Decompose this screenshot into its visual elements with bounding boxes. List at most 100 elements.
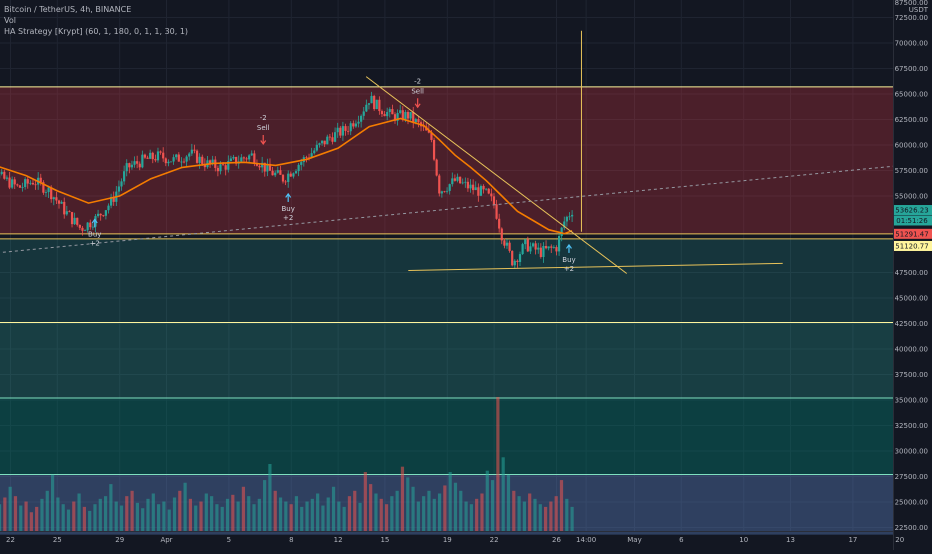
volume-bar [295, 496, 298, 531]
candle-body [456, 177, 458, 181]
candle-body [475, 187, 477, 190]
volume-bar [237, 502, 240, 531]
candle-body [118, 186, 120, 191]
y-tick-label: 42500.00 [895, 320, 928, 328]
volume-bar [173, 498, 176, 532]
candle-body [373, 96, 375, 109]
volume-bar [51, 475, 54, 531]
candle-body [178, 155, 180, 162]
candle-body [370, 96, 372, 103]
y-tick-label: 57500.00 [895, 167, 928, 175]
legend-volume[interactable]: Vol [4, 15, 188, 26]
volume-bar [427, 491, 430, 531]
candle-body [32, 183, 34, 184]
candle-body [407, 112, 409, 119]
candle-body [352, 123, 354, 126]
volume-bar [226, 499, 229, 531]
candle-body [350, 123, 352, 131]
candle-body [485, 189, 487, 190]
candle-body [248, 155, 250, 159]
x-tick-label: 29 [115, 536, 124, 544]
candle-body [511, 251, 513, 265]
price-badge-label: 51291.47 [895, 230, 928, 238]
volume-bar [263, 480, 266, 531]
candle-body [295, 171, 297, 173]
candle-body [391, 109, 393, 114]
volume-bar [417, 502, 420, 531]
volume-bar [268, 464, 271, 531]
signal-amount: -2 [260, 114, 267, 122]
volume-bar [231, 495, 234, 531]
volume-bar [528, 493, 531, 531]
volume-bar [3, 498, 6, 532]
x-tick-label: 12 [334, 536, 343, 544]
volume-bar [390, 496, 393, 531]
candle-body [219, 164, 221, 171]
volume-bar [14, 496, 17, 531]
candle-body [459, 177, 461, 183]
candle-body [305, 157, 307, 158]
candle-body [363, 111, 365, 115]
volume-bar [549, 502, 552, 531]
volume-bar [168, 510, 171, 531]
candle-body [154, 159, 156, 160]
volume-bar [316, 493, 319, 531]
candle-body [329, 137, 331, 138]
y-tick-label: 67500.00 [895, 65, 928, 73]
candle-body [506, 243, 508, 246]
candle-body [300, 162, 302, 165]
volume-bar [258, 499, 261, 531]
candle-body [193, 150, 195, 151]
candle-body [357, 122, 359, 124]
candle-body [191, 150, 193, 154]
candle-body [537, 248, 539, 250]
y-tick-label: 70000.00 [895, 40, 928, 48]
candle-body [277, 170, 279, 173]
candle-body [71, 212, 73, 224]
price-badge-label: 51120.77 [895, 242, 928, 250]
candle-body [472, 185, 474, 190]
candle-body [514, 261, 516, 266]
y-tick-label: 32500.00 [895, 422, 928, 430]
volume-bar [343, 507, 346, 531]
volume-bar [24, 502, 27, 531]
candle-body [1, 172, 3, 174]
candle-body [326, 137, 328, 145]
legend-strategy[interactable]: HA Strategy [Krypt] (60, 1, 180, 0, 1, 1… [4, 26, 188, 37]
candle-body [152, 153, 154, 159]
volume-bar [56, 498, 59, 532]
candle-body [355, 124, 357, 127]
volume-bar [210, 496, 213, 531]
candle-body [232, 157, 234, 158]
candle-body [45, 192, 47, 193]
volume-bar [560, 480, 563, 531]
legend-symbol[interactable]: Bitcoin / TetherUS, 4h, BINANCE [4, 4, 188, 15]
signal-amount: +2 [283, 214, 293, 222]
volume-bar [539, 504, 542, 531]
volume-bar [290, 504, 293, 531]
candle-body [68, 211, 70, 212]
volume-bar [141, 508, 144, 531]
candle-body [540, 248, 542, 257]
candle-body [342, 126, 344, 135]
volume-bar [470, 504, 473, 531]
volume-bar [9, 487, 12, 531]
candle-body [292, 173, 294, 176]
volume-bar [565, 499, 568, 531]
candle-body [107, 206, 109, 211]
candle-body [548, 246, 550, 248]
volume-bar [443, 485, 446, 531]
volume-bar [364, 472, 367, 531]
candle-body [480, 186, 482, 196]
candle-body [482, 186, 484, 189]
y-tick-label: 45000.00 [895, 295, 928, 303]
candle-body [279, 170, 281, 175]
candle-body [165, 158, 167, 163]
candle-body [149, 153, 151, 159]
candle-body [186, 157, 188, 162]
volume-bar [274, 491, 277, 531]
candle-body [14, 179, 16, 184]
x-tick-label: 10 [739, 536, 748, 544]
